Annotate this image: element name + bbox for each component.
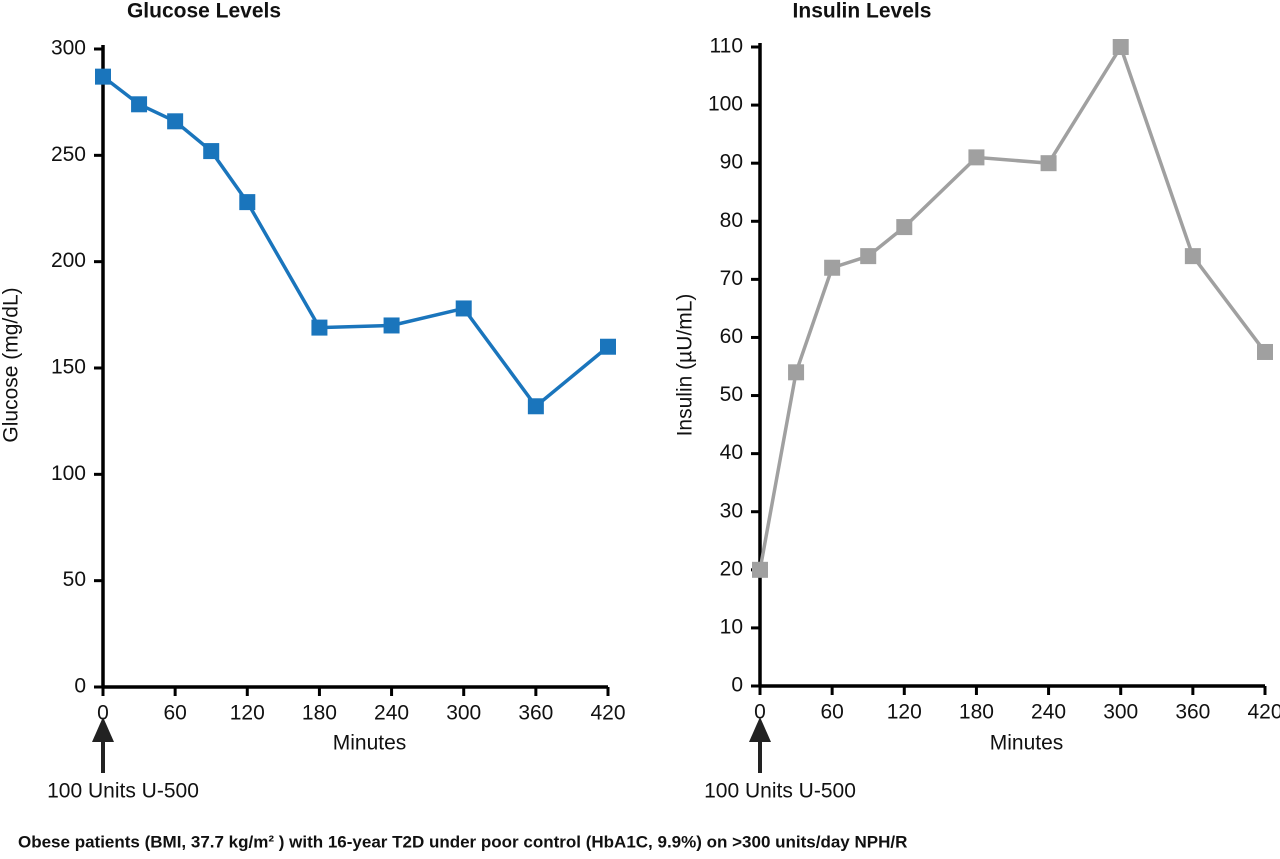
data-point bbox=[383, 317, 400, 334]
data-point bbox=[824, 259, 841, 276]
caption: Obese patients (BMI, 37.7 kg/m² ) with 1… bbox=[18, 832, 907, 851]
data-point bbox=[600, 338, 616, 355]
data-point bbox=[860, 248, 877, 265]
annotation: 100 Units U-500 bbox=[47, 780, 199, 803]
x-axis-label: Minutes bbox=[333, 732, 407, 755]
y-tick-label: 10 bbox=[720, 615, 743, 638]
data-line bbox=[758, 42, 1267, 571]
x-tick-label: 60 bbox=[163, 702, 186, 725]
arrow-head bbox=[749, 717, 771, 742]
data-point bbox=[1184, 248, 1201, 265]
arrow-head bbox=[92, 717, 114, 742]
data-point bbox=[752, 561, 768, 578]
y-axis-label: Insulin (µU/mL) bbox=[674, 294, 697, 437]
y-tick-label: 20 bbox=[720, 557, 743, 580]
x-tick-label: 60 bbox=[820, 701, 843, 724]
data-point bbox=[968, 149, 985, 166]
x-tick-label: 420 bbox=[590, 702, 625, 725]
data-point bbox=[896, 219, 913, 236]
y-tick-label: 110 bbox=[710, 35, 743, 58]
x-tick-label: 360 bbox=[1175, 701, 1210, 724]
data-point bbox=[1257, 343, 1273, 360]
y-tick-label: 60 bbox=[720, 325, 743, 348]
data-point bbox=[95, 68, 111, 85]
x-tick-label: 420 bbox=[1247, 701, 1280, 724]
x-tick-label: 360 bbox=[518, 702, 553, 725]
x-tick-label: 120 bbox=[887, 701, 922, 724]
chart-title: Glucose Levels bbox=[127, 0, 281, 23]
data-point bbox=[788, 364, 805, 381]
y-tick-label: 40 bbox=[720, 441, 743, 464]
x-tick-label: 300 bbox=[446, 702, 481, 725]
data-point bbox=[131, 96, 148, 113]
y-tick-label: 90 bbox=[720, 151, 743, 174]
y-tick-label: 150 bbox=[51, 356, 86, 379]
annotation: 100 Units U-500 bbox=[704, 780, 856, 803]
y-tick-label: 300 bbox=[51, 37, 86, 60]
x-tick-label: 0 bbox=[97, 702, 109, 725]
x-axis-label: Minutes bbox=[990, 732, 1064, 755]
data-point bbox=[455, 300, 472, 317]
y-tick-label: 200 bbox=[51, 249, 86, 272]
x-tick-label: 180 bbox=[302, 702, 337, 725]
data-point bbox=[1112, 39, 1129, 55]
y-tick-label: 50 bbox=[720, 383, 743, 406]
data-point bbox=[311, 319, 328, 336]
x-tick-label: 300 bbox=[1103, 701, 1138, 724]
y-tick-label: 50 bbox=[63, 568, 86, 591]
data-line bbox=[101, 75, 610, 409]
y-tick-label: 100 bbox=[708, 93, 743, 116]
data-point bbox=[167, 113, 184, 130]
y-tick-label: 100 bbox=[51, 462, 86, 485]
y-tick-label: 30 bbox=[720, 499, 743, 522]
y-tick-label: 70 bbox=[720, 267, 743, 290]
chart-title: Insulin Levels bbox=[793, 0, 932, 23]
data-point bbox=[527, 398, 544, 415]
data-point bbox=[239, 194, 256, 211]
y-tick-label: 80 bbox=[720, 209, 743, 232]
x-tick-label: 0 bbox=[754, 701, 766, 724]
y-tick-label: 250 bbox=[51, 143, 86, 166]
y-tick-label: 0 bbox=[74, 675, 86, 698]
y-tick-label: 0 bbox=[731, 674, 743, 697]
data-point bbox=[203, 143, 220, 160]
y-axis-label: Glucose (mg/dL) bbox=[0, 287, 23, 442]
data-point bbox=[1040, 155, 1057, 172]
x-tick-label: 180 bbox=[959, 701, 994, 724]
x-tick-label: 240 bbox=[1031, 701, 1066, 724]
x-tick-label: 240 bbox=[374, 702, 409, 725]
x-tick-label: 120 bbox=[230, 702, 265, 725]
